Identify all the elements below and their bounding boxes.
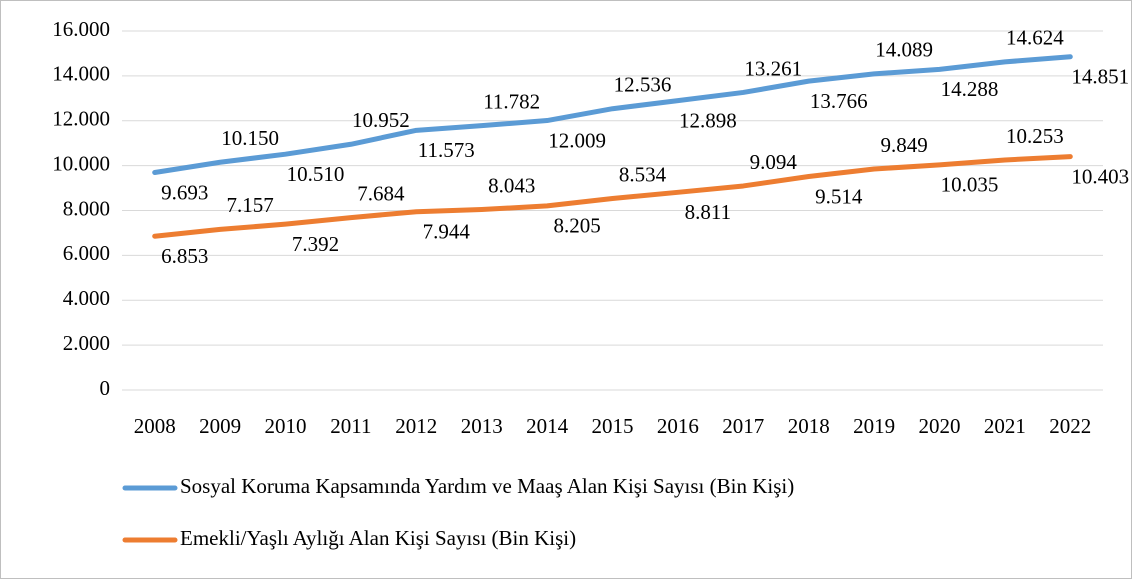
data-label: 10.253 [1006,124,1064,148]
x-tick-label: 2013 [461,414,503,438]
y-tick-label: 2.000 [63,331,110,355]
data-label: 9.514 [815,184,863,208]
y-tick-label: 0 [100,376,111,400]
data-label: 13.261 [744,56,802,80]
data-label: 10.510 [287,162,345,186]
data-label: 12.536 [614,73,672,97]
x-tick-label: 2012 [395,414,437,438]
x-tick-label: 2015 [592,414,634,438]
data-label: 6.853 [161,244,208,268]
legend-label: Emekli/Yaşlı Aylığı Alan Kişi Sayısı (Bi… [180,526,576,550]
x-tick-label: 2018 [788,414,830,438]
x-tick-label: 2021 [984,414,1026,438]
data-label: 14.851 [1071,65,1129,89]
data-label: 8.534 [619,162,667,186]
y-tick-label: 8.000 [63,196,110,220]
x-tick-label: 2022 [1049,414,1091,438]
y-tick-label: 4.000 [63,286,110,310]
data-label: 8.205 [553,214,600,238]
data-label: 9.094 [750,150,798,174]
y-tick-label: 12.000 [52,107,110,131]
x-tick-label: 2016 [657,414,699,438]
data-label: 9.693 [161,180,208,204]
data-label: 9.849 [880,133,927,157]
data-label: 7.944 [423,220,471,244]
data-label: 11.782 [483,89,540,113]
series-line [152,154,1073,239]
x-tick-label: 2009 [199,414,241,438]
data-label: 8.811 [685,200,731,224]
data-label: 7.684 [357,181,405,205]
data-label: 13.766 [810,89,868,113]
data-label: 12.898 [679,108,737,132]
data-label: 10.150 [221,126,279,150]
x-tick-label: 2017 [722,414,764,438]
x-tick-label: 2010 [265,414,307,438]
data-label: 8.043 [488,173,535,197]
data-label: 12.009 [548,128,606,152]
legend-label: Sosyal Koruma Kapsamında Yardım ve Maaş … [180,474,794,498]
data-label: 7.392 [292,232,339,256]
x-tick-label: 2011 [330,414,371,438]
data-label: 14.089 [875,38,933,62]
data-label: 11.573 [418,138,475,162]
x-tick-label: 2019 [853,414,895,438]
data-label: 10.403 [1071,164,1129,188]
data-label: 7.157 [226,193,273,217]
data-label: 14.288 [941,77,999,101]
x-tick-label: 2020 [919,414,961,438]
series-line [152,54,1073,176]
y-tick-label: 6.000 [63,241,110,265]
data-label: 10.035 [941,173,999,197]
x-tick-label: 2014 [526,414,569,438]
x-tick-label: 2008 [134,414,176,438]
y-tick-label: 16.000 [52,17,110,41]
y-tick-label: 14.000 [52,62,110,86]
data-label: 10.952 [352,108,410,132]
data-label: 14.624 [1006,26,1064,50]
y-tick-label: 10.000 [52,151,110,175]
